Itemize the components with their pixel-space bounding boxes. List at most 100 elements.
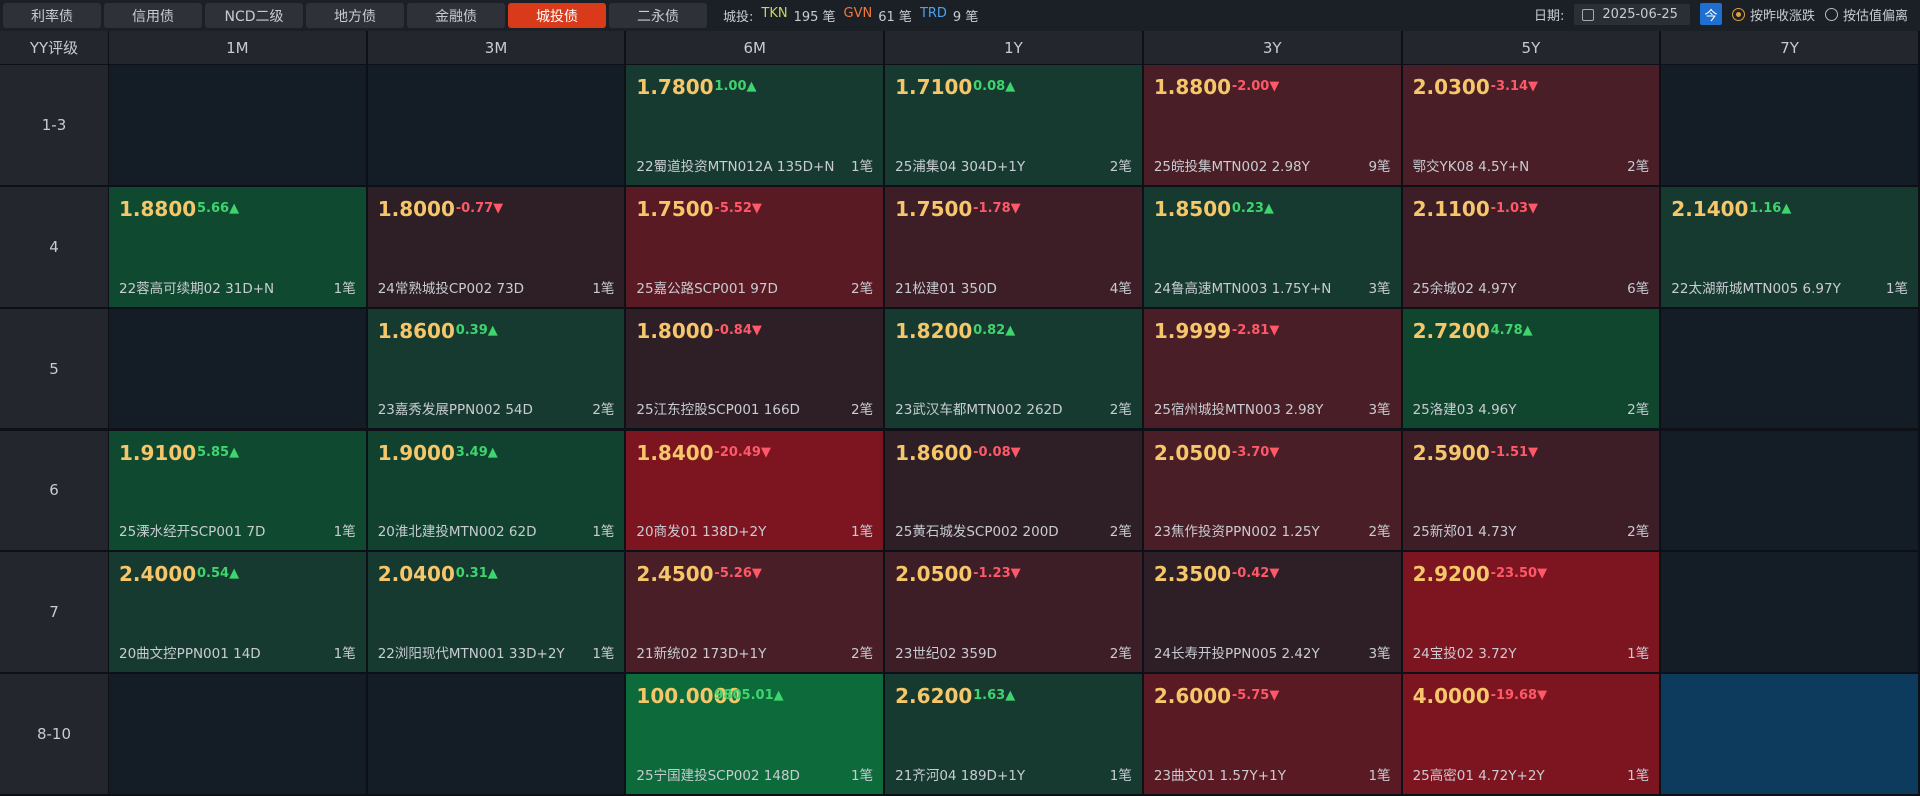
date-input[interactable]: 2025-06-25 <box>1574 3 1690 25</box>
tab[interactable]: 地方债 <box>306 3 404 28</box>
quote-cell[interactable]: 1.7800 1.00▲ 22蜀道投资MTN012A 135D+N 1笔 <box>626 65 884 185</box>
change: 1.16▲ <box>1749 200 1792 216</box>
column-header[interactable]: 7Y <box>1661 31 1918 64</box>
trade-count: 1笔 <box>1627 646 1650 663</box>
bond-name: 25洛建03 4.96Y <box>1412 402 1517 419</box>
row-label[interactable]: 5 <box>0 308 108 429</box>
trade-count: 2笔 <box>1109 402 1132 419</box>
quote-cell[interactable]: 1.8200 0.82▲ 23武汉车都MTN002 262D 2笔 <box>885 308 1142 429</box>
quote-cell[interactable]: 1.8400 -20.49▼ 20商发01 138D+2Y 1笔 <box>626 430 884 551</box>
trade-count: 2笔 <box>1368 524 1391 541</box>
change: 4.78▲ <box>1490 322 1533 338</box>
row-label[interactable]: 1-3 <box>0 65 108 185</box>
quote-cell[interactable]: 2.6200 1.63▲ 21齐河04 189D+1Y 1笔 <box>885 674 1142 794</box>
quote-cell[interactable]: 1.7500 -1.78▼ 21松建01 350D 4笔 <box>885 186 1142 307</box>
quote-cell[interactable]: 2.1400 1.16▲ 22太湖新城MTN005 6.97Y 1笔 <box>1661 186 1918 307</box>
bond-name: 25皖投集MTN002 2.98Y <box>1153 158 1310 175</box>
bond-name: 21齐河04 189D+1Y <box>895 767 1026 784</box>
yield: 2.3500 <box>1153 562 1232 587</box>
quote-cell[interactable]: 2.9200 -23.50▼ 24宝投02 3.72Y 1笔 <box>1402 552 1660 673</box>
stat-name: TRD <box>919 6 947 21</box>
change: -0.84▼ <box>714 322 762 338</box>
quote-cell[interactable]: 1.8500 0.23▲ 24鲁高速MTN003 1.75Y+N 3笔 <box>1143 186 1401 307</box>
column-header[interactable]: 1M <box>109 31 366 64</box>
column-header[interactable]: 5Y <box>1402 31 1660 64</box>
change: 0.82▲ <box>973 322 1016 338</box>
quote-cell[interactable]: 1.8000 -0.77▼ 24常熟城投CP002 73D 1笔 <box>367 186 625 307</box>
row-label[interactable]: 4 <box>0 186 108 307</box>
trade-count: 2笔 <box>851 280 874 297</box>
radio-button[interactable] <box>1731 7 1745 21</box>
quote-cell[interactable]: 2.4500 -5.26▼ 21新统02 173D+1Y 2笔 <box>626 552 884 673</box>
change: -3.70▼ <box>1231 444 1280 460</box>
tab[interactable]: 信用债 <box>104 3 202 28</box>
trade-count: 9笔 <box>1368 158 1391 175</box>
change: 5.85▲ <box>197 444 240 460</box>
quote-cell[interactable]: 1.7100 0.08▲ 25浦集04 304D+1Y 2笔 <box>885 65 1142 185</box>
row-label[interactable]: 7 <box>0 552 108 673</box>
column-header[interactable]: 3M <box>367 31 625 64</box>
quote-cell[interactable]: 2.4000 0.54▲ 20曲文控PPN001 14D 1笔 <box>109 552 366 673</box>
radio-option[interactable]: 按昨收涨跌 <box>1731 5 1815 24</box>
yield: 100.0000 <box>636 684 742 709</box>
quote-cell[interactable]: 2.6000 -5.75▼ 23曲文01 1.57Y+1Y 1笔 <box>1143 674 1401 794</box>
quote-cell[interactable]: 2.0400 0.31▲ 22浏阳现代MTN001 33D+2Y 1笔 <box>367 552 625 673</box>
quote-cell[interactable]: 1.8800 -2.00▼ 25皖投集MTN002 2.98Y 9笔 <box>1143 65 1401 185</box>
quote-cell[interactable]: 2.0500 -3.70▼ 23焦作投资PPN002 1.25Y 2笔 <box>1143 430 1401 551</box>
column-header[interactable]: 3Y <box>1143 31 1401 64</box>
quote-cell[interactable]: 2.3500 -0.42▼ 24长寿开投PPN005 2.42Y 3笔 <box>1143 552 1401 673</box>
change: -2.00▼ <box>1231 79 1280 94</box>
radio-button[interactable] <box>1824 7 1838 21</box>
tab[interactable]: 城投债 <box>508 3 606 28</box>
quote-cell[interactable]: 1.9100 5.85▲ 25溧水经开SCP001 7D 1笔 <box>109 430 366 551</box>
yield: 1.7800 <box>636 75 714 99</box>
quote-cell[interactable]: 2.0300 -3.14▼ 鄂交YK08 4.5Y+N 2笔 <box>1402 65 1660 185</box>
tab[interactable]: NCD二级 <box>205 3 303 28</box>
bond-name: 25宿州城投MTN003 2.98Y <box>1153 402 1324 419</box>
row-label[interactable]: 8-10 <box>0 674 108 794</box>
quote-cell[interactable]: 1.9000 3.49▲ 20淮北建投MTN002 62D 1笔 <box>367 430 625 551</box>
change: -1.51▼ <box>1490 444 1539 460</box>
trade-count: 3笔 <box>1368 280 1391 297</box>
change: -23.50▼ <box>1490 566 1548 582</box>
quote-cell[interactable]: 2.7200 4.78▲ 25洛建03 4.96Y 2笔 <box>1402 308 1660 429</box>
quote-cell[interactable]: 1.9999 -2.81▼ 25宿州城投MTN003 2.98Y 3笔 <box>1143 308 1401 429</box>
column-header[interactable]: 1Y <box>885 31 1142 64</box>
yield: 4.0000 <box>1412 684 1490 709</box>
yield: 2.9200 <box>1412 562 1490 587</box>
quote-cell <box>109 308 366 429</box>
change: -3.14▼ <box>1490 79 1539 94</box>
tab[interactable]: 利率债 <box>3 3 101 28</box>
today-button[interactable]: 今 <box>1699 3 1722 25</box>
quote-cell[interactable]: 4.0000 -19.68▼ 25高密01 4.72Y+2Y 1笔 <box>1402 674 1660 794</box>
quote-cell[interactable]: 1.8000 -0.84▼ 25江东控股SCP001 166D 2笔 <box>626 308 884 429</box>
yield: 1.7500 <box>636 196 714 221</box>
bond-name: 22蓉高可续期02 31D+N <box>119 280 275 297</box>
quote-cell[interactable]: 1.7500 -5.52▼ 25嘉公路SCP001 97D 2笔 <box>626 186 884 307</box>
bond-name: 25宁国建投SCP002 148D <box>636 767 800 784</box>
quote-cell[interactable]: 1.8800 5.66▲ 22蓉高可续期02 31D+N 1笔 <box>109 186 366 307</box>
yield: 1.9000 <box>377 440 455 465</box>
quote-cell[interactable]: 2.1100 -1.03▼ 25余城02 4.97Y 6笔 <box>1402 186 1660 307</box>
column-header[interactable]: 6M <box>626 31 884 64</box>
quote-cell[interactable]: 1.8600 -0.08▼ 25黄石城发SCP002 200D 2笔 <box>885 430 1142 551</box>
quote-cell[interactable]: 100.0000 9805.01▲ 25宁国建投SCP002 148D 1笔 <box>626 674 884 794</box>
stat-count: 9 笔 <box>952 10 979 25</box>
quote-cell[interactable]: 1.8600 0.39▲ 23嘉秀发展PPN002 54D 2笔 <box>367 308 625 429</box>
change: -2.81▼ <box>1231 322 1280 338</box>
tab[interactable]: 金融债 <box>407 3 505 28</box>
tab[interactable]: 二永债 <box>609 3 707 28</box>
change: 1.63▲ <box>973 688 1016 704</box>
quote-cell[interactable]: 2.0500 -1.23▼ 23世纪02 359D 2笔 <box>885 552 1142 673</box>
quote-cell[interactable]: 2.5900 -1.51▼ 25新郑01 4.73Y 2笔 <box>1402 430 1660 551</box>
yield: 2.6000 <box>1153 684 1232 709</box>
radio-option[interactable]: 按估值偏离 <box>1824 5 1908 24</box>
trade-count: 1笔 <box>592 280 615 297</box>
trade-count: 2笔 <box>1627 158 1650 175</box>
trade-count: 1笔 <box>851 524 874 541</box>
change: 3.49▲ <box>455 444 498 460</box>
row-label[interactable]: 6 <box>0 430 108 551</box>
bond-name: 23世纪02 359D <box>895 646 997 663</box>
trade-count: 1笔 <box>592 524 615 541</box>
stat: TRD 9 笔 <box>920 6 978 25</box>
